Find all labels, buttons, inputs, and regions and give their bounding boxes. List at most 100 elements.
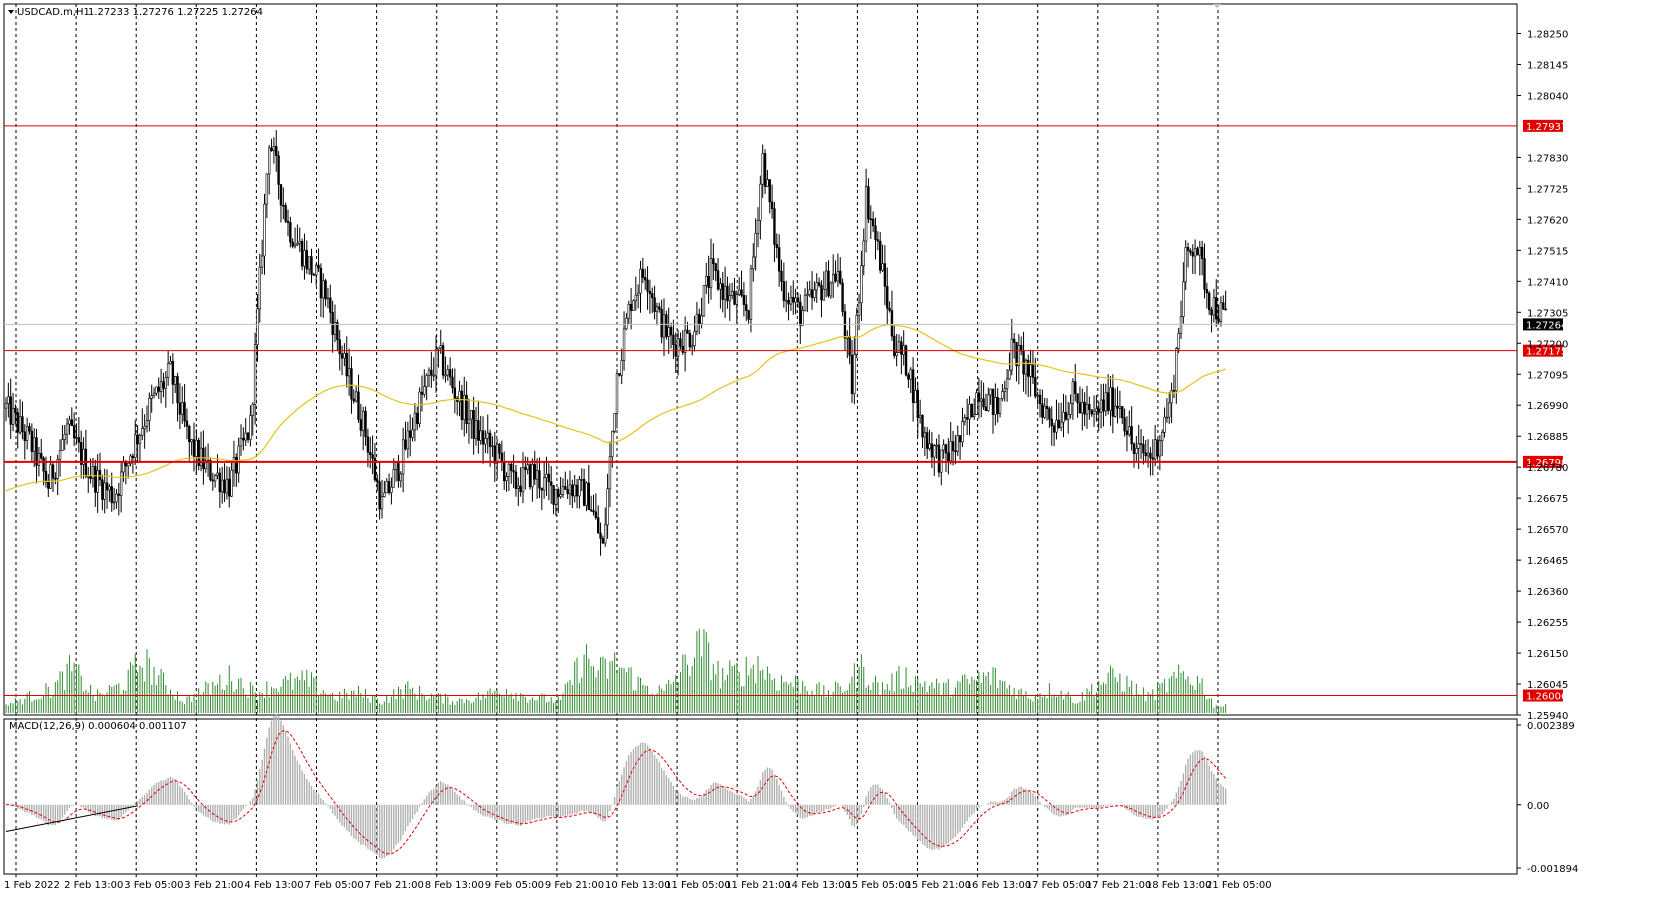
candle-body [221,479,224,493]
candle-body [331,312,334,335]
ohlc-values: 1.27233 1.27276 1.27225 1.27264 [88,7,263,18]
candle-body [275,146,278,157]
candle-body [803,294,807,311]
trend-line[interactable] [5,805,139,832]
candle-body [40,453,43,459]
candle-body [839,270,842,284]
candle-body [834,273,837,282]
candle-body [460,390,464,421]
candle-body [260,255,264,268]
candle-body [136,434,139,445]
y-tick-label: 1.26885 [1527,432,1568,443]
candle-body [1010,338,1014,371]
candle-body [65,423,69,435]
candle-body [594,511,598,518]
candle-body [528,464,532,488]
candle-body [145,420,149,427]
candle-body [737,289,741,295]
candle-body [956,435,959,452]
time-axis[interactable]: 1 Feb 2022 2 Feb 13:00 3 Feb 05:00 3 Feb 21… [4,874,1272,891]
candle-body [1064,411,1068,420]
candle-body [216,472,219,476]
candle-body [972,414,976,417]
candle-body [963,417,967,422]
candle-body [430,369,433,376]
candle-body [1191,251,1194,257]
candle-body [636,292,640,296]
candle-body [385,481,388,494]
candle-body [810,289,814,298]
candle-body [521,467,525,493]
candle-body [1067,414,1070,420]
candle-body [629,304,633,311]
candle-body [441,345,445,376]
candle-body [477,420,480,441]
y-tick-label: 1.26675 [1527,494,1568,505]
candle-body [380,496,384,510]
candle-body [566,489,569,495]
y-tick-label: 1.26465 [1527,556,1568,567]
dropdown-triangle-icon[interactable] [8,10,14,14]
candle-body [554,489,558,505]
candle-body [413,412,417,431]
candle-body [1217,318,1220,322]
candle-body [1069,403,1072,415]
candle-body [604,524,607,544]
candle-body [21,416,24,433]
candle-body [218,472,222,493]
y-tick-label: 1.26990 [1527,401,1568,412]
candle-body [185,420,189,427]
candle-body [1210,309,1213,316]
candle-body [472,410,475,439]
candle-body [307,256,311,270]
candle-body [747,310,750,320]
candle-body [434,348,438,376]
candle-body [122,462,125,473]
candle-body [867,186,870,220]
candle-body [829,282,833,297]
x-tick-label: 9 Feb 05:00 [485,880,544,891]
candle-body [749,268,753,320]
candle-body [371,454,374,459]
candle-body [183,402,186,422]
candle-body [4,403,8,409]
candle-body [404,439,407,450]
chart-shift-marker-icon[interactable] [1213,4,1221,8]
candle-body [103,482,106,500]
candle-body [994,397,997,415]
candle-body [789,297,793,305]
price-axis[interactable]: 1.28250 1.28145 1.28040 1.27830 1.27725 1.276… [4,30,1568,722]
candle-body [1175,348,1178,392]
y-tick-label: 1.27305 [1527,308,1568,319]
level-badge [1523,344,1563,357]
candle-body [806,294,809,296]
candle-body [89,475,92,479]
candle-body [618,373,621,376]
candle-body [406,430,410,450]
candle-body [162,381,165,389]
candle-body [987,394,990,411]
x-tick-label: 7 Feb 21:00 [365,880,424,891]
candle-body [1172,390,1176,392]
candle-body [911,369,915,403]
candle-body [1111,387,1115,417]
candle-body [1048,408,1051,420]
candle-body [166,363,170,378]
current-price-label: 1.27264 [1526,320,1567,331]
candle-body [813,289,816,298]
x-tick-label: 8 Feb 13:00 [425,880,484,891]
candle-body [582,479,586,506]
candle-body [587,482,591,511]
moving-average-line [5,324,1226,492]
candle-body [251,404,254,416]
candle-body [596,517,600,534]
candle-body [211,479,214,482]
candle-body [702,285,706,317]
candle-body [690,345,694,348]
horizontal-levels[interactable]: 1.27937 1.27175 1.26798 1.26006 [4,119,1567,703]
candle-body [96,470,99,493]
candle-body [817,282,821,286]
candle-body [82,448,85,465]
